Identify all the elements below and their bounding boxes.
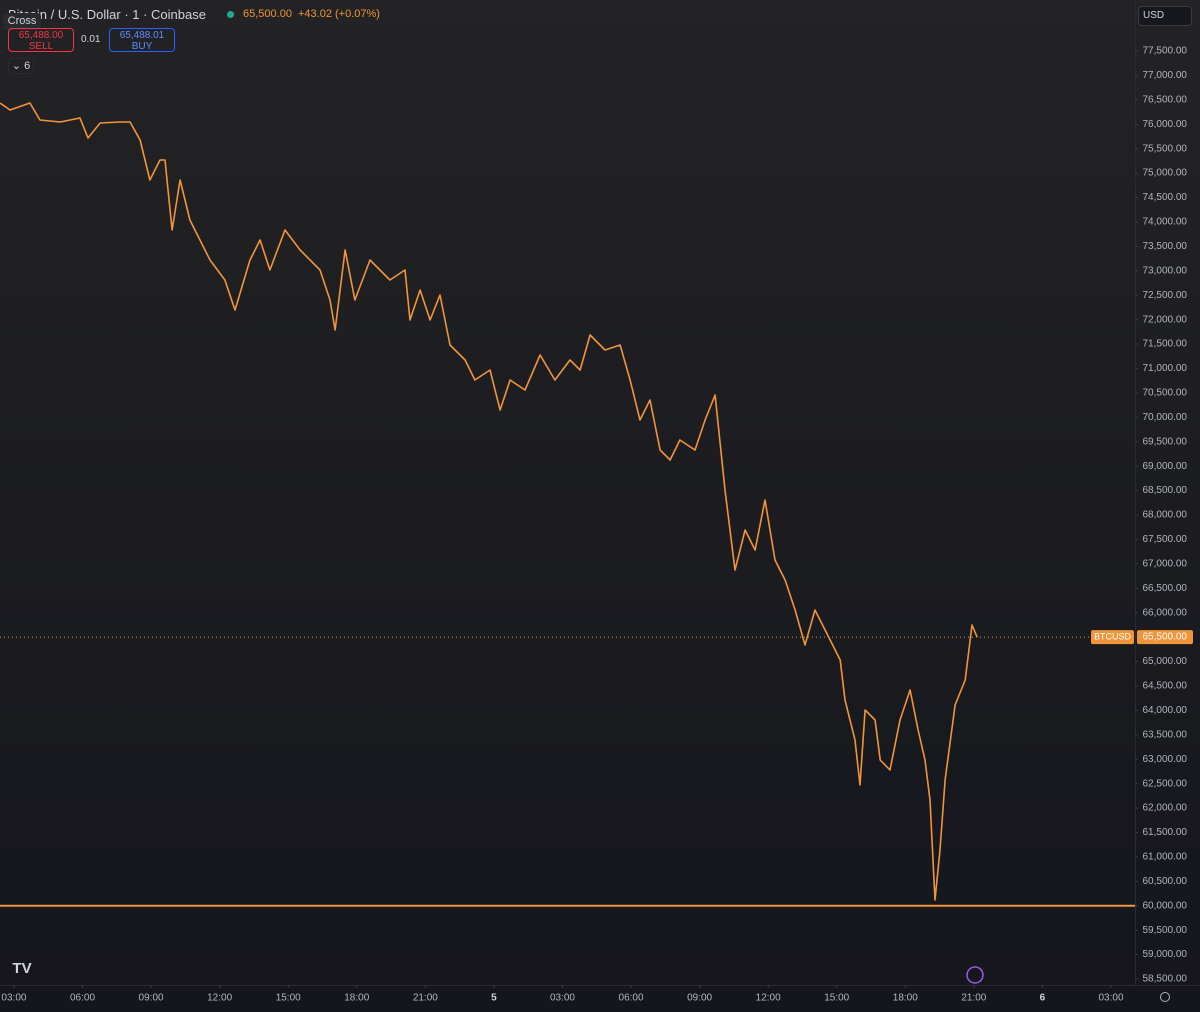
- plot: 58,500.00 59,000.00 59,500.00 60,000.00 60,5…: [0, 46, 1193, 1004]
- x-tick-label: 18:00: [344, 993, 369, 1004]
- sell-label: SELL: [28, 41, 54, 52]
- x-tick-label: 09:00: [687, 993, 712, 1004]
- x-tick-label: 03:00: [1, 993, 26, 1004]
- currency-select[interactable]: USD: [1138, 6, 1192, 26]
- x-tick-label: 03:00: [550, 993, 575, 1004]
- y-tick-label: 70,000.00: [1143, 412, 1188, 423]
- logo: TV: [12, 960, 31, 977]
- header-change: +43.02 (+0.07%): [298, 8, 380, 20]
- buy-price: 65,488.01: [119, 30, 165, 41]
- indicators-count: 6: [24, 60, 31, 72]
- y-tick-label: 74,000.00: [1143, 217, 1188, 228]
- x-tick-label: 5: [491, 993, 497, 1004]
- y-tick-label: 64,000.00: [1143, 705, 1188, 716]
- buy-label: BUY: [131, 41, 153, 52]
- symbol-title[interactable]: Bitcoin / U.S. Dollar · 1 · Coinbase: [8, 7, 206, 22]
- y-tick-label: 72,000.00: [1143, 314, 1188, 325]
- price-tag: [1137, 630, 1193, 645]
- y-tick-label: 61,500.00: [1143, 827, 1188, 838]
- symbol-tag: [1091, 630, 1134, 645]
- currency: USD: [1143, 10, 1165, 21]
- symbol-tag-label: BTCUSD: [1094, 631, 1132, 641]
- price-tag-label: 65,500.00: [1143, 632, 1188, 643]
- y-tick-label: 77,000.00: [1143, 70, 1188, 81]
- y-tick-label: 61,000.00: [1143, 852, 1188, 863]
- x-tick-label: 06:00: [619, 993, 644, 1004]
- x-tick-label: 18:00: [893, 993, 918, 1004]
- y-tick-label: 64,500.00: [1143, 681, 1188, 692]
- y-tick-label: 69,000.00: [1143, 461, 1188, 472]
- y-tick-label: 73,500.00: [1143, 241, 1188, 252]
- y-tick-label: 66,000.00: [1143, 607, 1188, 618]
- y-tick-label: 76,000.00: [1143, 119, 1188, 130]
- x-tick-label: 03:00: [1098, 993, 1123, 1004]
- settings-icon[interactable]: [1160, 992, 1170, 1002]
- y-tick-label: 59,500.00: [1143, 925, 1188, 936]
- y-tick-label: 59,000.00: [1143, 949, 1188, 960]
- x-tick-label: 15:00: [824, 993, 849, 1004]
- y-tick-label: 75,000.00: [1143, 168, 1188, 179]
- y-tick-label: 76,500.00: [1143, 94, 1188, 105]
- x-tick-label: 21:00: [961, 993, 986, 1004]
- y-tick-label: 71,000.00: [1143, 363, 1188, 374]
- spread: 0.01: [81, 34, 101, 45]
- y-tick-label: 65,000.00: [1143, 656, 1188, 667]
- x-tick-label: 12:00: [207, 993, 232, 1004]
- y-tick-label: 69,500.00: [1143, 436, 1188, 447]
- margin-mode[interactable]: Cross: [3, 13, 41, 30]
- x-tick-label: 06:00: [70, 993, 95, 1004]
- y-tick-label: 75,500.00: [1143, 143, 1188, 154]
- x-tick-label: 15:00: [276, 993, 301, 1004]
- y-tick-label: 71,500.00: [1143, 339, 1188, 350]
- y-tick-label: 74,500.00: [1143, 192, 1188, 203]
- y-tick-label: 68,000.00: [1143, 510, 1188, 521]
- y-tick-label: 77,500.00: [1143, 46, 1188, 57]
- indicators-toggle[interactable]: ⌄ 6: [8, 58, 34, 74]
- x-tick-label: 6: [1040, 993, 1046, 1004]
- y-tick-label: 63,000.00: [1143, 754, 1188, 765]
- y-tick-label: 67,000.00: [1143, 558, 1188, 569]
- price-line: [0, 102, 978, 901]
- y-tick-label: 66,500.00: [1143, 583, 1188, 594]
- y-tick-label: 70,500.00: [1143, 388, 1188, 399]
- y-tick-label: 60,500.00: [1143, 876, 1188, 887]
- y-tick-label: 67,500.00: [1143, 534, 1188, 545]
- y-tick-label: 62,000.00: [1143, 803, 1188, 814]
- x-tick-label: 09:00: [139, 993, 164, 1004]
- y-tick-label: 68,500.00: [1143, 485, 1188, 496]
- buy-button[interactable]: 65,488.01 BUY: [109, 28, 175, 52]
- sell-price: 65,488.00: [18, 30, 64, 41]
- y-tick-label: 62,500.00: [1143, 778, 1188, 789]
- x-tick-label: 21:00: [413, 993, 438, 1004]
- y-tick-label: 60,000.00: [1143, 900, 1188, 911]
- sell-button[interactable]: 65,488.00 SELL: [8, 28, 74, 52]
- y-tick-label: 58,500.00: [1143, 974, 1188, 985]
- y-tick-label: 72,500.00: [1143, 290, 1188, 301]
- y-tick-label: 73,000.00: [1143, 265, 1188, 276]
- icon[interactable]: [966, 966, 984, 984]
- y-tick-label: 63,500.00: [1143, 729, 1188, 740]
- x-tick-label: 12:00: [756, 993, 781, 1004]
- header-price: 65,500.00: [243, 8, 292, 20]
- status-dot: [227, 11, 234, 18]
